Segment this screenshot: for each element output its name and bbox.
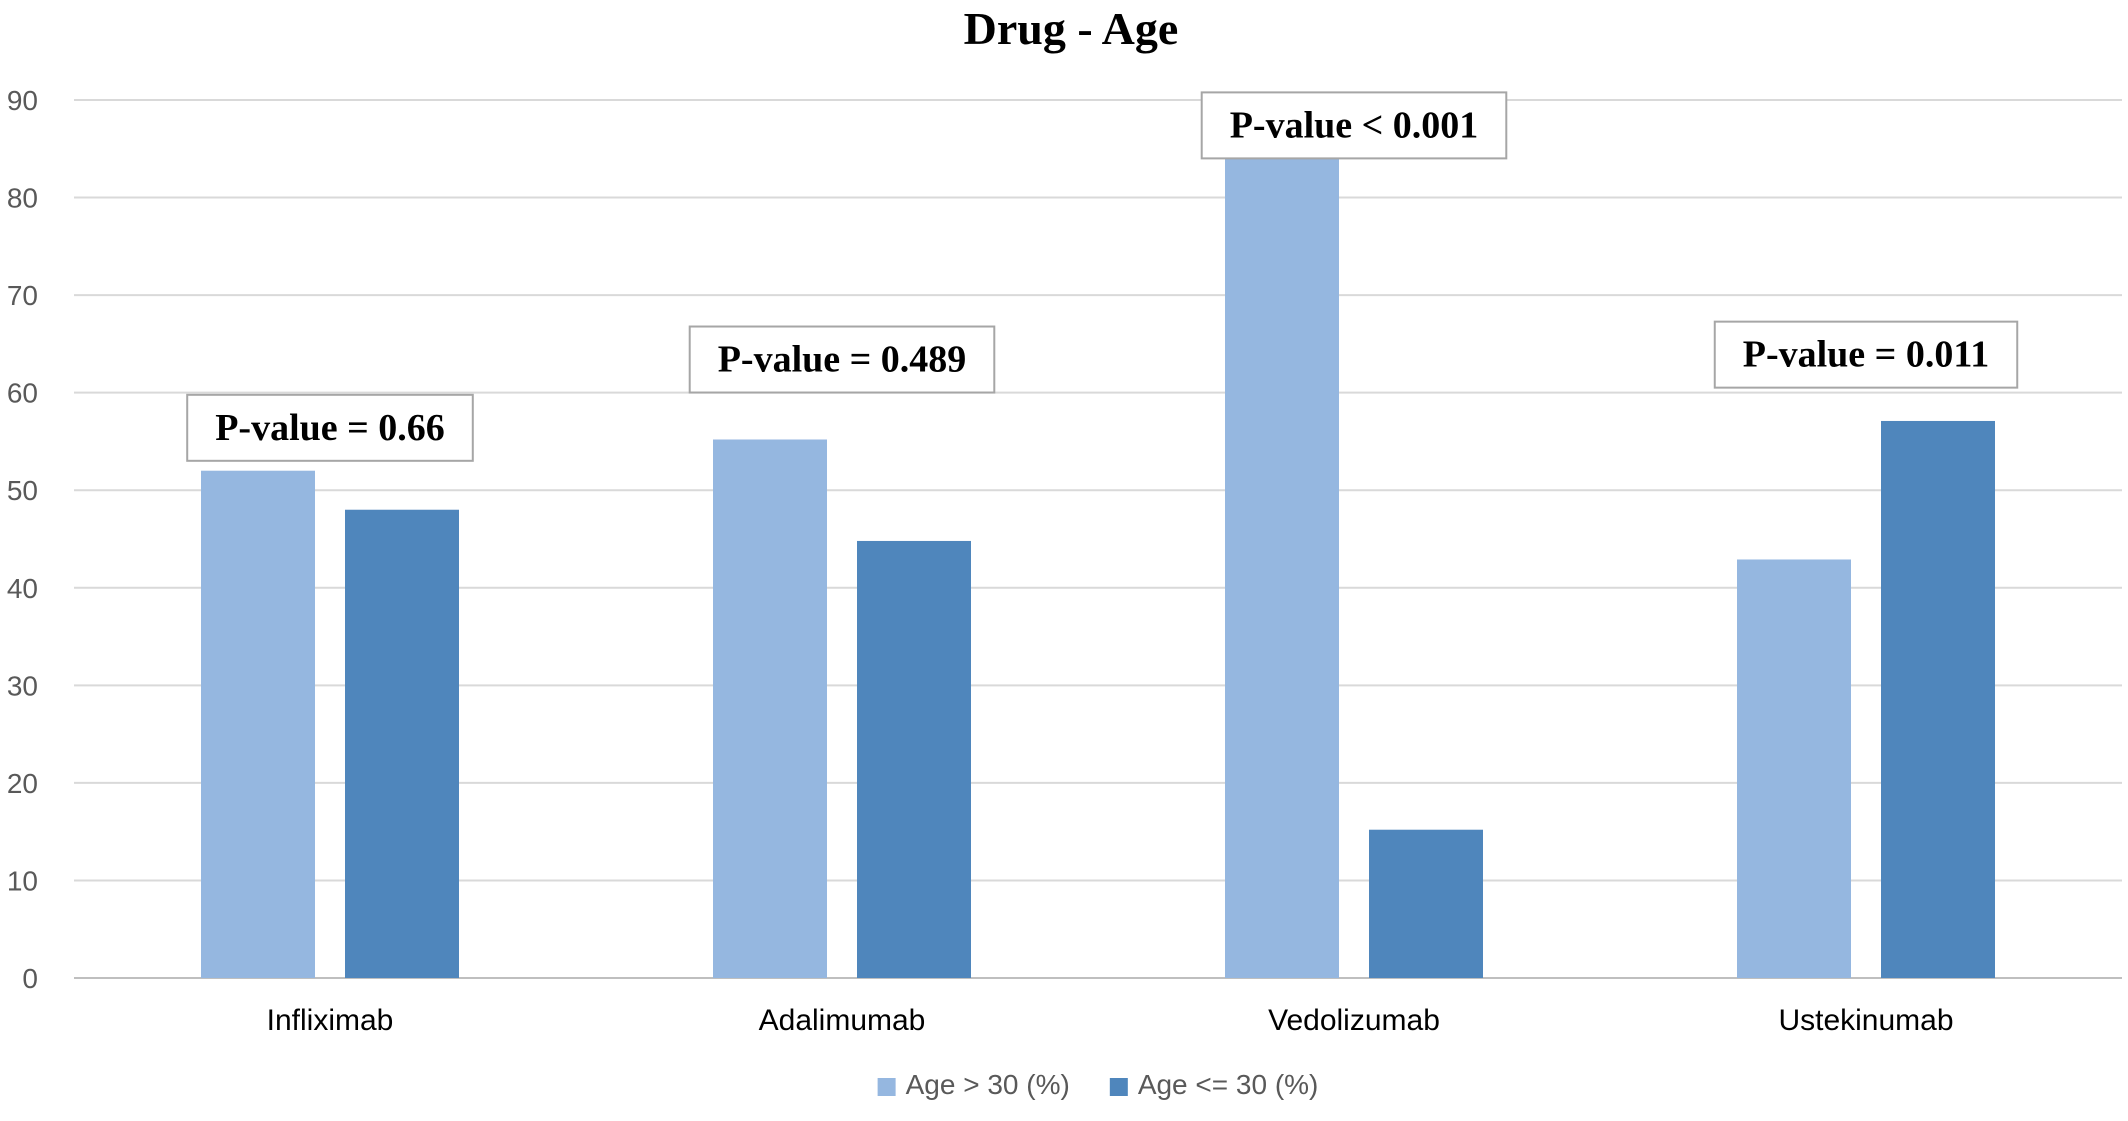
bar-ustekinumab-series-1 bbox=[1881, 420, 1995, 978]
bar-ustekinumab-series-0 bbox=[1737, 559, 1851, 978]
y-tick-label: 30 bbox=[7, 670, 38, 701]
bar-infliximab-series-0 bbox=[201, 470, 315, 978]
legend-item: Age <= 30 (%) bbox=[1109, 1069, 1319, 1100]
legend-item: Age > 30 (%) bbox=[877, 1069, 1070, 1100]
y-tick-label: 40 bbox=[7, 573, 38, 604]
p-value-annotation: P-value < 0.001 bbox=[1200, 91, 1508, 160]
p-value-text: P-value = 0.489 bbox=[718, 339, 967, 381]
p-value-annotation: P-value = 0.489 bbox=[688, 325, 996, 394]
x-category-label: Adalimumab bbox=[759, 1004, 926, 1037]
p-value-box bbox=[688, 325, 996, 394]
x-category-label: Ustekinumab bbox=[1778, 1004, 1953, 1037]
legend-swatch bbox=[877, 1078, 896, 1096]
bar-infliximab-series-1 bbox=[345, 509, 459, 978]
x-axis-categories: Infliximab Adalimumab Vedolizumab Ustekinum… bbox=[267, 1004, 1954, 1037]
y-tick-label: 50 bbox=[7, 475, 38, 506]
y-tick-label: 60 bbox=[7, 378, 38, 409]
p-value-annotation: P-value = 0.011 bbox=[1713, 320, 2019, 389]
bar-adalimumab-series-1 bbox=[857, 540, 971, 978]
p-value-box bbox=[1200, 91, 1508, 160]
y-tick-label: 20 bbox=[7, 768, 38, 799]
legend-swatch bbox=[1109, 1078, 1128, 1096]
bar-vedolizumab-series-0 bbox=[1225, 150, 1339, 978]
p-value-annotations: P-value = 0.66 P-value = 0.489 P-value < 0… bbox=[186, 91, 2019, 462]
y-tick-label: 0 bbox=[22, 963, 38, 994]
y-tick-label: 10 bbox=[7, 865, 38, 896]
chart-title: Drug - Age bbox=[964, 3, 1179, 54]
y-tick-label: 70 bbox=[7, 280, 38, 311]
bar-adalimumab-series-0 bbox=[713, 439, 827, 978]
p-value-annotation: P-value = 0.66 bbox=[186, 393, 474, 462]
y-tick-label: 80 bbox=[7, 183, 38, 214]
y-tick-label: 90 bbox=[7, 85, 38, 116]
legend: Age > 30 (%) Age <= 30 (%) bbox=[877, 1069, 1319, 1100]
p-value-text: P-value < 0.001 bbox=[1230, 104, 1479, 146]
p-value-box bbox=[1713, 320, 2019, 389]
legend-label: Age > 30 (%) bbox=[906, 1069, 1070, 1100]
bar-vedolizumab-series-1 bbox=[1369, 829, 1483, 978]
x-category-label: Vedolizumab bbox=[1268, 1004, 1440, 1037]
p-value-text: P-value = 0.011 bbox=[1743, 334, 1989, 376]
p-value-text: P-value = 0.66 bbox=[215, 407, 445, 449]
y-axis-ticks: 0 10 20 30 40 50 60 70 80 90 bbox=[7, 85, 38, 994]
x-category-label: Infliximab bbox=[267, 1004, 394, 1037]
p-value-box bbox=[186, 393, 474, 462]
bars bbox=[201, 150, 1995, 978]
legend-label: Age <= 30 (%) bbox=[1138, 1069, 1319, 1100]
